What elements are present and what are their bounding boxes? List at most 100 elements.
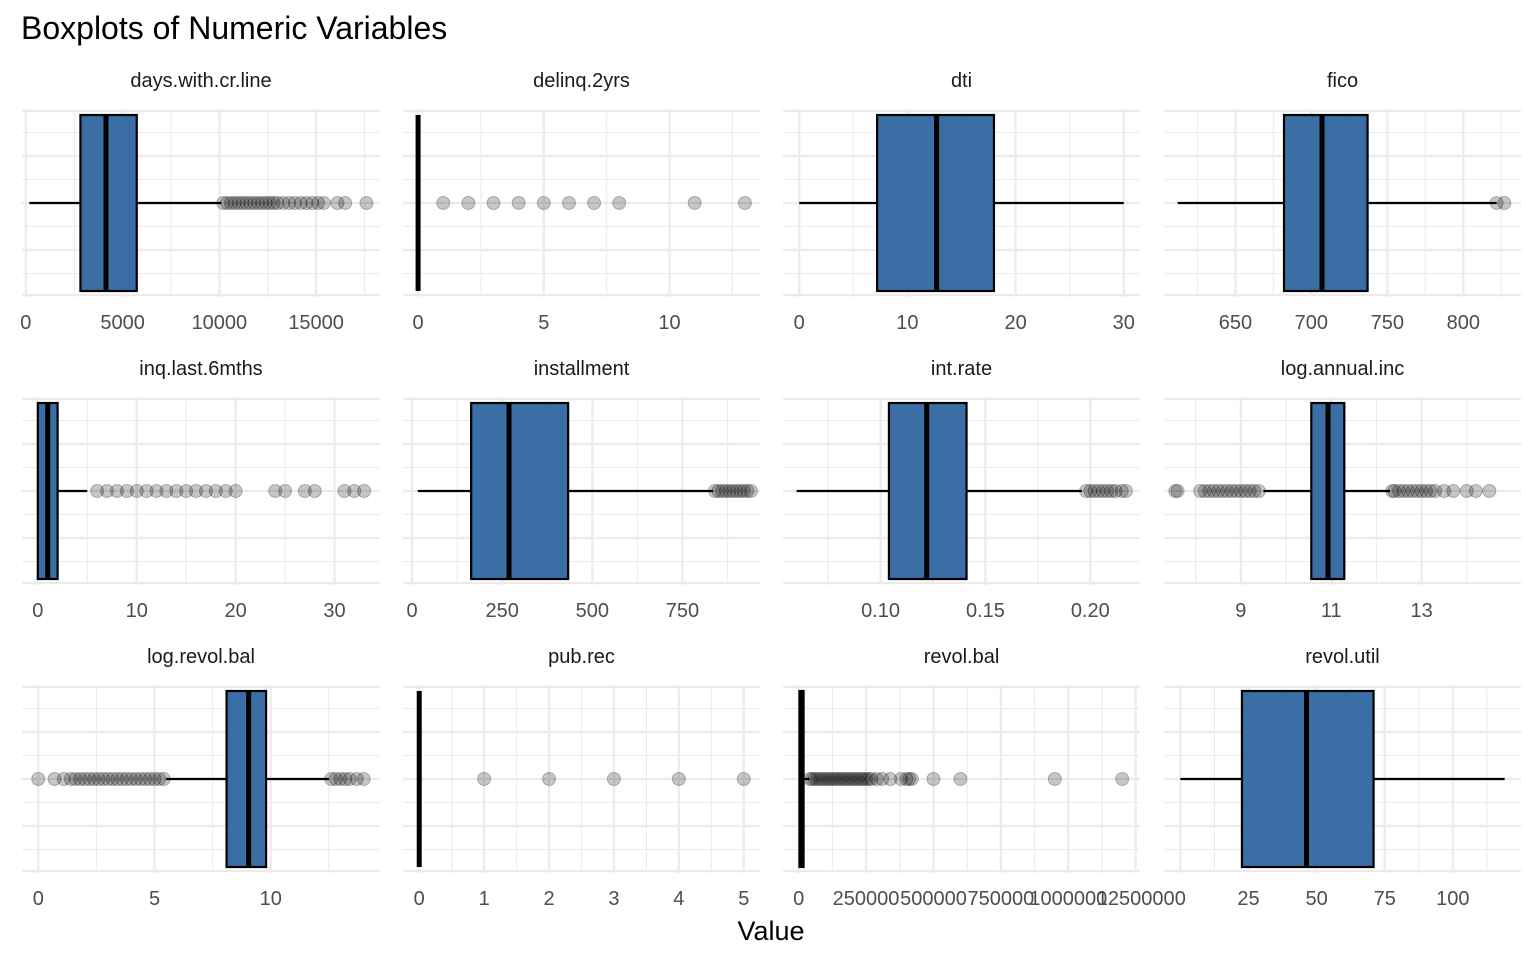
outlier-point <box>100 484 115 498</box>
panel-days-with-cr-line: 0 5000 10000 15000 days.with.cr.line <box>20 70 380 334</box>
outlier-point <box>1247 484 1262 498</box>
outlier-point <box>1482 484 1497 498</box>
outlier-point <box>1170 484 1185 498</box>
tick-label: 0 <box>32 600 43 622</box>
outlier-point <box>311 196 326 210</box>
outlier-point <box>715 484 730 498</box>
outlier-point <box>216 196 231 210</box>
outlier-point <box>119 772 134 786</box>
outlier-point <box>169 484 184 498</box>
tick-label: 10 <box>658 312 680 334</box>
outlier-point <box>864 772 879 786</box>
tick-label: 1000000 <box>1029 888 1107 910</box>
outlier-point <box>324 772 339 786</box>
outlier-point <box>587 196 602 210</box>
outlier-point <box>875 772 890 786</box>
outlier-point <box>1108 484 1123 498</box>
panel-strip-label: installment <box>534 358 630 380</box>
outlier-point <box>147 772 162 786</box>
outlier-point <box>1087 484 1102 498</box>
outlier-point <box>223 196 238 210</box>
outlier-point <box>282 196 297 210</box>
box <box>470 401 570 581</box>
tick-label: 250 <box>485 600 518 622</box>
tick-label: 2 <box>543 888 554 910</box>
outlier-point <box>511 196 526 210</box>
outlier-point <box>1118 484 1133 498</box>
panel-strip-label: fico <box>1327 70 1358 92</box>
tick-label: 0 <box>20 312 31 334</box>
outlier-point <box>293 196 308 210</box>
outlier-point <box>733 484 748 498</box>
outlier-point <box>722 484 737 498</box>
outlier-point <box>251 196 266 210</box>
panel-strip-label: int.rate <box>931 358 992 380</box>
outlier-point <box>159 484 174 498</box>
tick-label: 10 <box>896 312 918 334</box>
outlier-point <box>561 196 576 210</box>
outlier-point <box>1437 484 1452 498</box>
tick-label: 700 <box>1295 312 1328 334</box>
panel-installment: 0 250 500 750 installment <box>403 358 760 622</box>
tick-label: 10 <box>260 888 282 910</box>
tick-label: 750 <box>1371 312 1404 334</box>
outlier-point <box>305 196 320 210</box>
tick-label: 1 <box>479 888 490 910</box>
outlier-point <box>869 772 884 786</box>
tick-label: 0.20 <box>1071 600 1110 622</box>
outlier-point <box>1405 484 1420 498</box>
outlier-point <box>278 484 293 498</box>
outlier-point <box>926 772 941 786</box>
outlier-point <box>133 772 148 786</box>
outlier-point <box>73 772 88 786</box>
tick-label: 750000 <box>967 888 1034 910</box>
outlier-point <box>87 772 102 786</box>
panel-log-revol-bal: 0 5 10 log.revol.bal <box>22 646 380 910</box>
tick-label: 10 <box>126 600 148 622</box>
outlier-point <box>330 196 345 210</box>
tick-label: 500 <box>576 600 609 622</box>
outlier-point <box>152 772 167 786</box>
outlier-point <box>1396 484 1411 498</box>
panel-strip-label: log.annual.inc <box>1281 358 1404 380</box>
tick-label: 650 <box>1219 312 1252 334</box>
outlier-point <box>1385 484 1400 498</box>
outlier-point <box>349 772 364 786</box>
outlier-point <box>129 484 144 498</box>
outlier-point <box>114 772 129 786</box>
outlier-point <box>612 196 627 210</box>
outlier-point <box>110 772 125 786</box>
outlier-point <box>1095 484 1110 498</box>
outlier-point <box>899 772 914 786</box>
outlier-point <box>270 196 285 210</box>
outlier-point <box>228 484 243 498</box>
outlier-point <box>818 772 833 786</box>
outlier-point <box>848 772 863 786</box>
outlier-point <box>718 484 733 498</box>
outlier-point <box>142 772 157 786</box>
outlier-point <box>101 772 116 786</box>
outlier-point <box>834 772 849 786</box>
x-axis-label: Value <box>737 916 804 946</box>
outlier-point <box>56 772 71 786</box>
outlier-point <box>826 772 841 786</box>
outlier-point <box>287 196 302 210</box>
outlier-point <box>156 772 171 786</box>
panel-pub-rec: 0 1 2 3 4 5 pub.rec <box>403 646 760 910</box>
outlier-point <box>477 772 492 786</box>
tick-label: 30 <box>1113 312 1135 334</box>
box <box>79 113 138 293</box>
tick-label: 750 <box>666 600 699 622</box>
outlier-point <box>904 772 919 786</box>
panel-strip-label: revol.util <box>1305 646 1379 668</box>
outlier-point <box>1115 772 1130 786</box>
outlier-point <box>542 772 557 786</box>
outlier-point <box>1211 484 1226 498</box>
panel-strip-label: log.revol.bal <box>147 646 255 668</box>
tick-label: 0 <box>793 888 804 910</box>
panel-inq-last-6mths: 0 10 20 30 inq.last.6mths <box>22 358 380 622</box>
tick-label: 0 <box>413 312 424 334</box>
tick-label: 800 <box>1447 312 1480 334</box>
outlier-point <box>268 484 283 498</box>
outlier-point <box>198 484 213 498</box>
